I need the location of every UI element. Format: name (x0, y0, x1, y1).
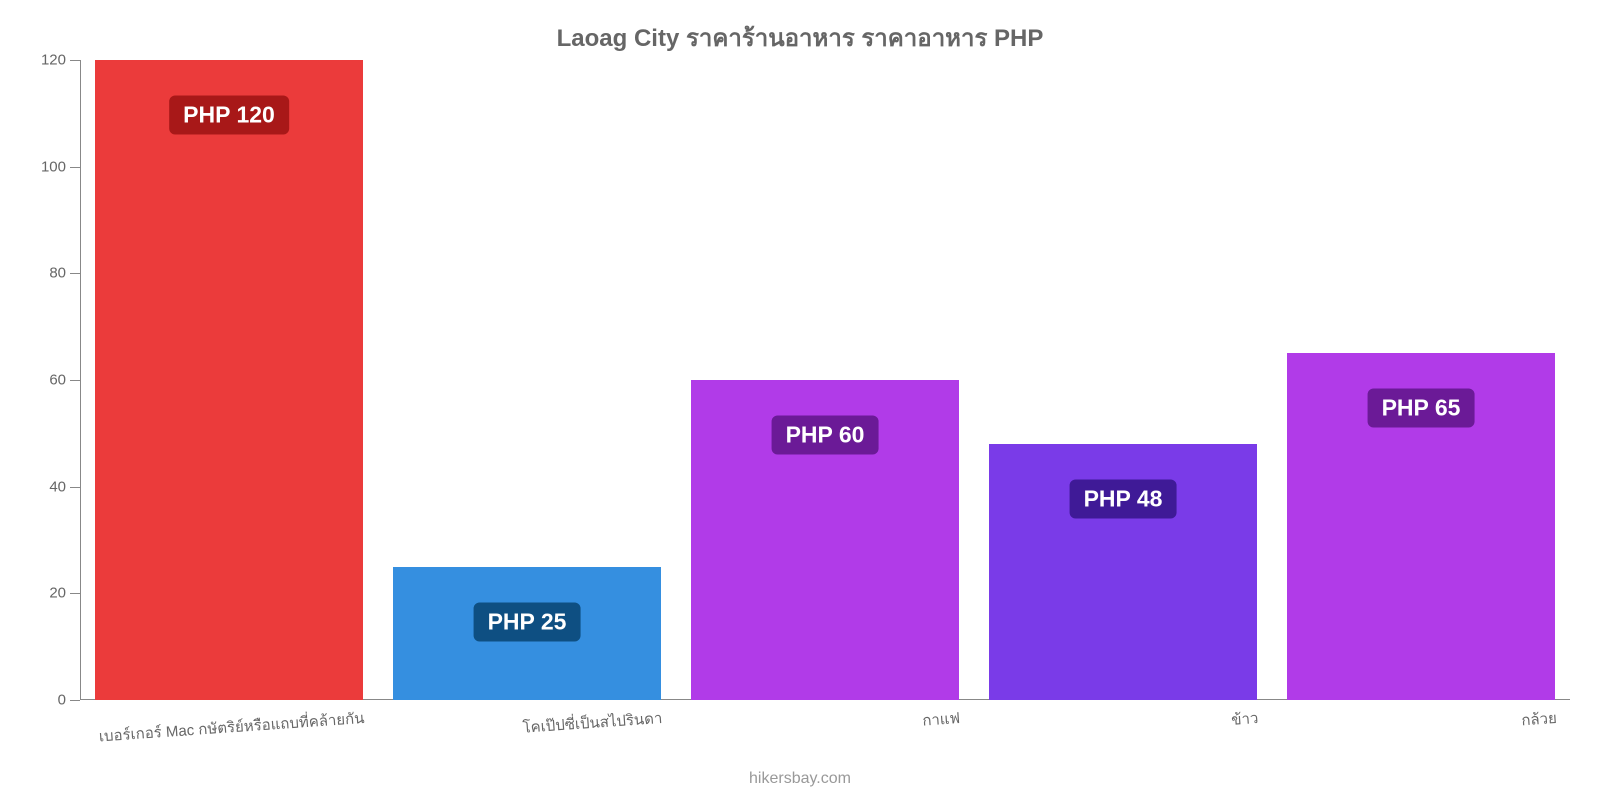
y-tick-label: 40 (49, 478, 80, 495)
y-axis-line (80, 60, 81, 700)
bar (95, 60, 363, 700)
x-tick-label: กล้วย (1520, 700, 1558, 732)
x-tick-label: ข้าว (1230, 700, 1259, 732)
chart-plot-area: 020406080100120PHP 120เบอร์เกอร์ Mac กษั… (80, 60, 1570, 700)
bar-value-label: PHP 120 (169, 96, 289, 135)
bar-value-label: PHP 25 (474, 602, 581, 641)
y-tick-label: 100 (41, 158, 80, 175)
x-tick-label: เบอร์เกอร์ Mac กษัตริย์หรือแถบที่คล้ายกั… (98, 700, 366, 748)
x-tick-label: กาแฟ (921, 700, 961, 733)
y-tick-label: 60 (49, 372, 80, 389)
watermark-text: hikersbay.com (749, 770, 851, 788)
y-tick-label: 20 (49, 585, 80, 602)
chart-title: Laoag City ราคาร้านอาหาร ราคาอาหาร PHP (0, 0, 1600, 57)
x-tick-label: โคเป๊ปซี่เป็นสไปรินดา (521, 700, 663, 740)
bar-value-label: PHP 65 (1368, 389, 1475, 428)
y-tick-label: 0 (58, 692, 80, 709)
bar-value-label: PHP 60 (772, 416, 879, 455)
y-tick-label: 120 (41, 52, 80, 69)
bar-value-label: PHP 48 (1070, 480, 1177, 519)
y-tick-label: 80 (49, 265, 80, 282)
